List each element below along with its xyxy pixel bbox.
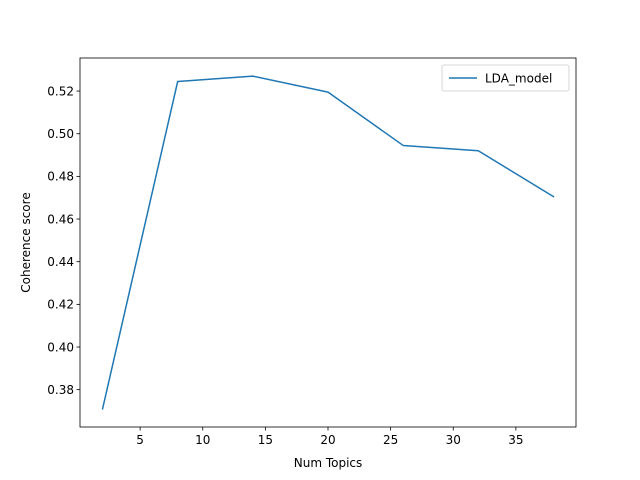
plot-background [80, 58, 576, 427]
y-tick-label: 0.50 [47, 127, 74, 141]
series-line-lda-model [101, 75, 555, 410]
x-tick-label: 10 [195, 433, 210, 447]
x-tick-label: 25 [383, 433, 398, 447]
x-tick-label: 15 [258, 433, 273, 447]
x-tick-label: 30 [446, 433, 461, 447]
series-layer [101, 75, 555, 410]
y-tick-label: 0.44 [47, 255, 74, 269]
y-axis-ticks: 0.38 0.40 0.42 0.44 0.46 0.48 0.50 0.52 [47, 84, 80, 397]
y-tick-label: 0.46 [47, 212, 74, 226]
plot-area [80, 58, 576, 427]
y-tick-label: 0.52 [47, 84, 74, 98]
legend-box [441, 64, 570, 92]
x-tick-label: 5 [136, 433, 144, 447]
x-tick-label: 20 [320, 433, 335, 447]
y-axis-label: Coherence score [19, 192, 33, 292]
y-tick-label: 0.38 [47, 383, 74, 397]
plot-frame [79, 57, 577, 428]
x-tick-label: 35 [508, 433, 523, 447]
legend: LDA_model [441, 64, 570, 92]
y-tick-label: 0.40 [47, 340, 74, 354]
x-axis-ticks: 5 10 15 20 25 30 35 [136, 427, 524, 447]
x-axis-label: Num Topics [294, 456, 363, 470]
y-tick-label: 0.48 [47, 170, 74, 184]
y-tick-label: 0.42 [47, 298, 74, 312]
legend-label-lda-model: LDA_model [485, 72, 552, 86]
